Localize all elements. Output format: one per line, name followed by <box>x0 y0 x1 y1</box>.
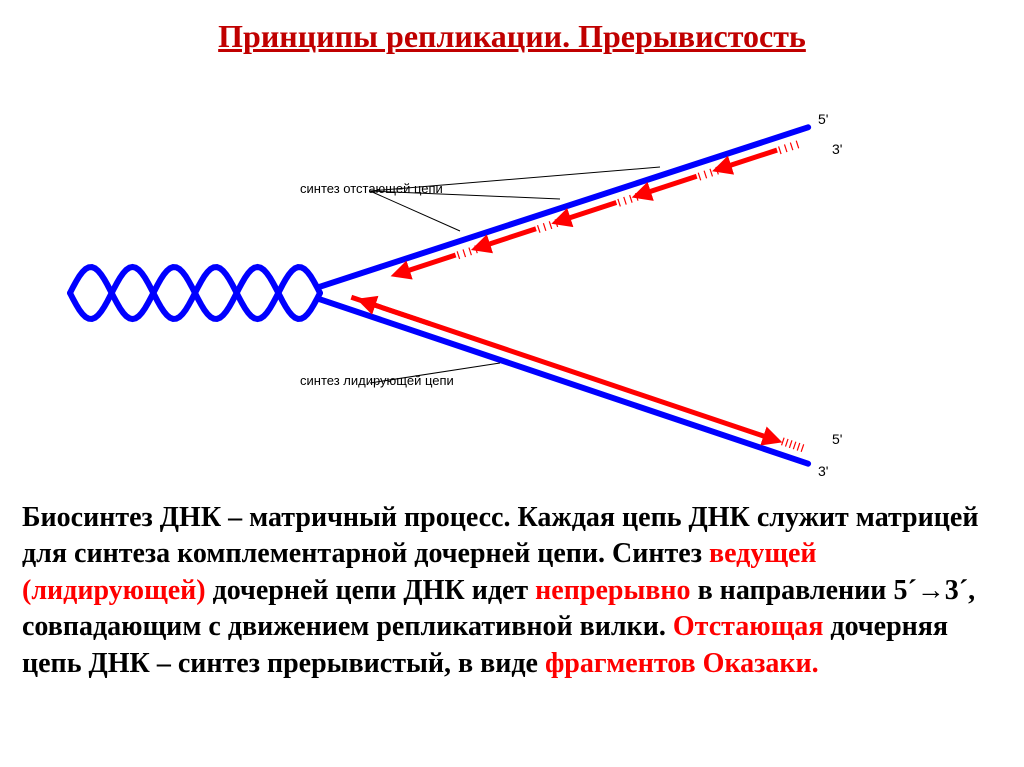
body-span: непрерывно <box>535 575 690 606</box>
end-5p-bottom: 5' <box>832 431 842 447</box>
end-5p-top: 5' <box>818 111 828 127</box>
title-text: Принципы репликации. Прерывистость <box>218 18 806 54</box>
leading-label: синтез лидирующей цепи <box>300 373 454 388</box>
body-span: Биосинтез ДНК – матричный процесс. Кажда… <box>22 502 978 569</box>
page-title: Принципы репликации. Прерывистость <box>0 0 1024 63</box>
replication-fork-diagram: синтез отстающей цепи синтез лидирующей … <box>0 63 1024 483</box>
body-span: дочерней цепи ДНК идет <box>206 575 536 606</box>
body-span: Отстающая <box>673 611 824 642</box>
end-3p-bottom: 3' <box>818 463 828 479</box>
body-paragraph: Биосинтез ДНК – матричный процесс. Кажда… <box>22 500 1002 682</box>
lagging-label: синтез отстающей цепи <box>300 181 443 196</box>
diagram-svg <box>0 63 1024 493</box>
end-3p-top: 3' <box>832 141 842 157</box>
body-span: фрагментов Оказаки. <box>545 648 819 679</box>
